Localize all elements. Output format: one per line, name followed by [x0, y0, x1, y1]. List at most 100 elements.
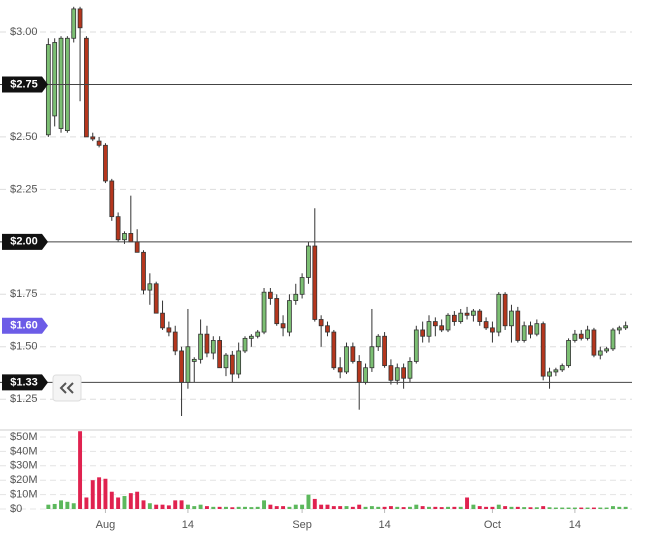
candle-body — [540, 323, 546, 377]
volume-bar — [192, 506, 197, 509]
volume-bar — [166, 505, 171, 509]
x-tick-label: 14 — [569, 519, 581, 531]
collapse-button[interactable] — [52, 374, 82, 402]
candle-body — [109, 180, 115, 218]
volume-bar — [173, 500, 178, 509]
candle-body — [496, 293, 502, 333]
candle-body — [432, 321, 438, 327]
tag-label: $2.75 — [10, 78, 38, 90]
volume-bar — [509, 506, 514, 509]
volume-bar — [395, 506, 400, 509]
candle-body — [369, 346, 375, 369]
x-tick-label: Oct — [484, 519, 501, 531]
volume-bar — [414, 504, 419, 509]
candle-body — [337, 367, 343, 373]
candle-body — [445, 314, 451, 331]
volume-bar — [224, 506, 228, 509]
volume-bar — [528, 507, 533, 509]
candle-body — [71, 8, 77, 39]
candle-body — [477, 310, 483, 322]
candle-body — [191, 358, 197, 362]
price-tag: $2.75 — [2, 76, 48, 93]
volume-bar — [344, 506, 349, 509]
candle-body — [185, 346, 191, 383]
candle-body — [451, 314, 457, 322]
candle-body — [52, 42, 58, 117]
candle-body — [58, 37, 64, 129]
volume-bar — [255, 506, 260, 509]
candle-body — [490, 327, 495, 333]
tag-shape — [2, 374, 48, 391]
candle-body — [96, 140, 102, 146]
y-tick-label: $50M — [10, 431, 38, 443]
candle-body — [198, 333, 203, 360]
candle-body — [610, 329, 616, 350]
y-tick-label: $30M — [10, 460, 38, 472]
tag-shape — [2, 233, 48, 250]
tag-label: $1.33 — [10, 376, 38, 388]
volume-bar — [388, 506, 393, 509]
tag-label: $1.60 — [10, 320, 38, 332]
volume-bar — [553, 507, 558, 509]
y-tick-label: $2.25 — [10, 183, 38, 195]
volume-bar — [579, 507, 584, 509]
volume-bar — [420, 506, 425, 509]
candle-body — [268, 291, 273, 299]
volume-bar — [496, 504, 501, 509]
candle-body — [229, 354, 235, 375]
volume-bar — [566, 507, 571, 509]
chevron — [59, 382, 67, 394]
volume-bar — [262, 500, 267, 509]
price-tag: $1.33 — [2, 374, 48, 391]
candle-body — [128, 233, 134, 243]
candle-body — [172, 331, 178, 352]
candle-body — [413, 329, 419, 362]
volume-bar — [249, 507, 254, 509]
volume-bar — [230, 507, 235, 509]
candle-body — [534, 323, 540, 335]
candle-body — [287, 300, 292, 333]
y-tick-label: $10M — [10, 489, 38, 501]
candle-body — [509, 310, 514, 327]
volume-bar — [281, 506, 286, 509]
candle-body — [616, 327, 622, 331]
y-tick-label: $40M — [10, 445, 38, 457]
candle-body — [394, 367, 400, 381]
volume-bar — [135, 491, 140, 509]
volume-bar — [369, 506, 374, 509]
candle-body — [350, 346, 356, 362]
volume-bar — [427, 506, 431, 509]
candle-body — [401, 367, 406, 379]
volume-bar — [78, 431, 83, 509]
volume-bar — [503, 506, 508, 509]
volume-bar — [560, 507, 565, 509]
volume-bar — [547, 507, 552, 509]
chevron — [66, 382, 74, 394]
volume-bar — [128, 493, 133, 509]
x-tick-label: 14 — [182, 519, 194, 531]
volume-bar — [198, 504, 203, 509]
candle-body — [166, 327, 172, 333]
volume-bar — [465, 497, 470, 509]
volume-bar — [325, 504, 330, 509]
volume-bar — [572, 507, 577, 509]
candle-body — [147, 283, 153, 291]
candle-body — [566, 340, 571, 367]
volume-bar — [522, 507, 527, 509]
candle-body — [153, 283, 159, 314]
candle-body — [325, 325, 330, 333]
volume-bar — [236, 506, 241, 509]
volume-bar — [59, 500, 63, 509]
candle-body — [242, 337, 248, 352]
volume-bar — [268, 504, 273, 509]
volume-bar — [141, 500, 146, 509]
volume-bar — [541, 506, 546, 509]
volume-bar — [376, 506, 381, 509]
candle-body — [90, 136, 96, 140]
candle-body — [331, 331, 337, 369]
candle-body — [471, 310, 476, 316]
volume-bar — [211, 506, 216, 509]
volume-bar — [116, 497, 121, 509]
candle-body — [204, 333, 210, 354]
candle-body — [591, 329, 597, 356]
